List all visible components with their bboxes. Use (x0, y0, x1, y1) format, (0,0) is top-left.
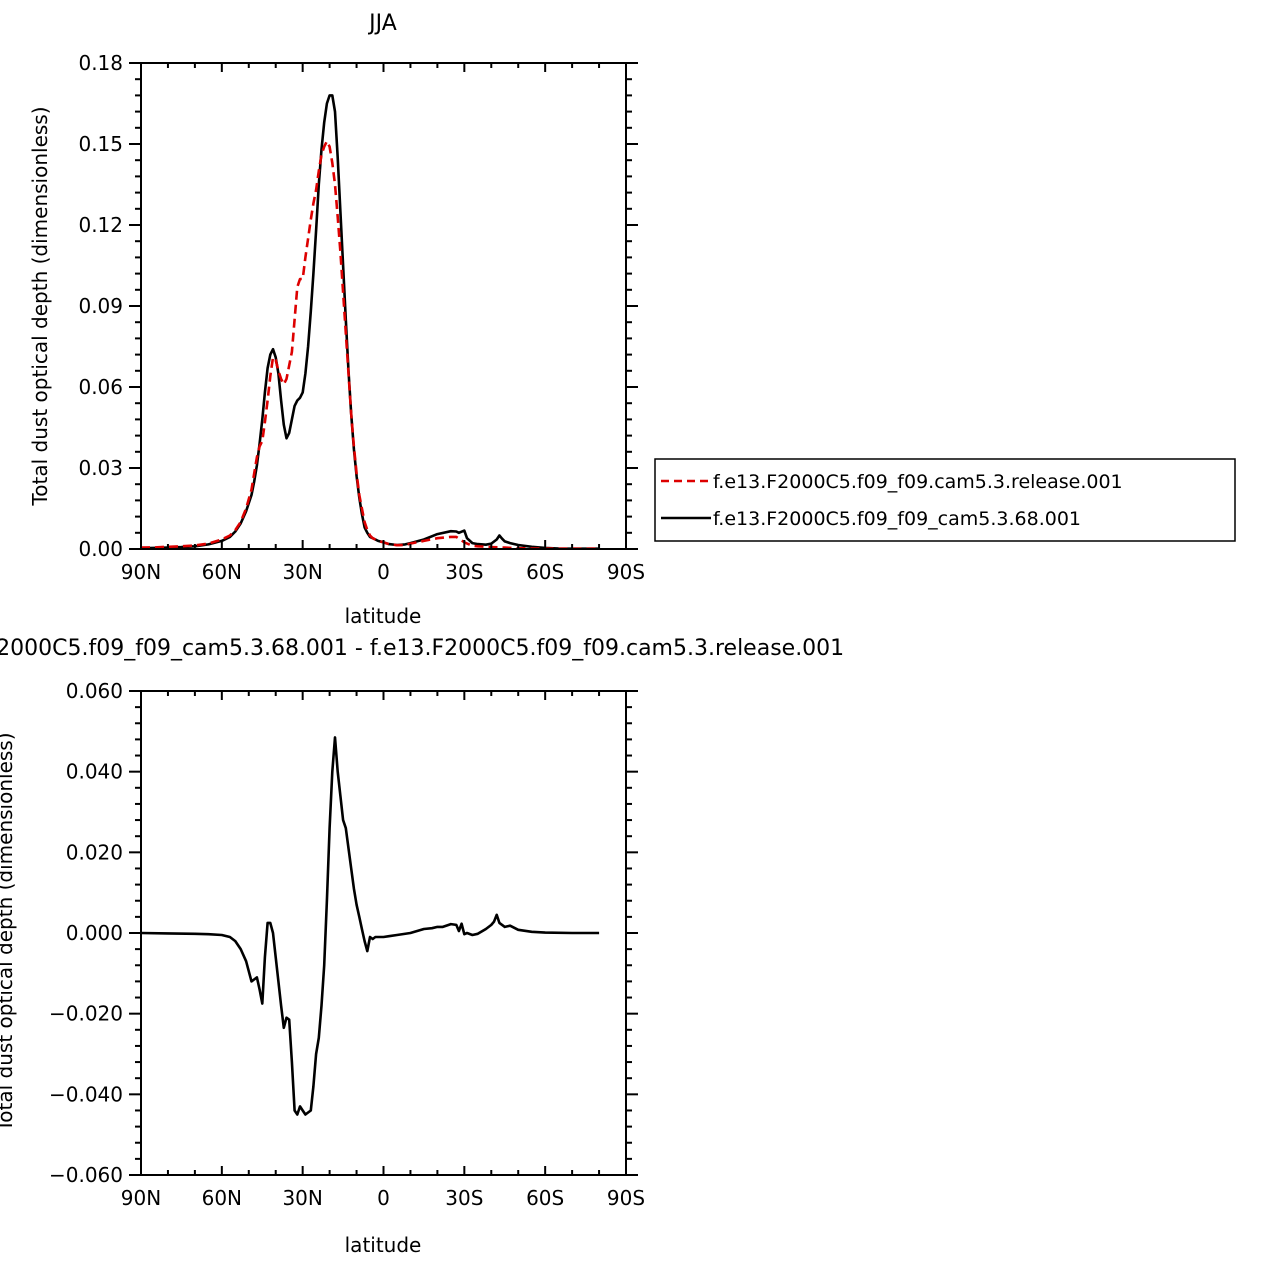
bottom-y-tick-label: 0.040 (66, 760, 123, 784)
bottom-plot-marks (140, 736, 600, 1116)
top-x-tick-label: 30S (445, 560, 483, 584)
bottom-y-tick-label: −0.040 (49, 1082, 123, 1106)
bottom-y-tick-label: 0.000 (66, 921, 123, 945)
top-plot-marks (140, 94, 600, 551)
legend: f.e13.F2000C5.f09_f09.cam5.3.release.001… (654, 458, 1236, 542)
top-x-tick-label: 90S (607, 560, 645, 584)
top-y-tick-label: 0.09 (78, 294, 123, 318)
top-axis-ticks: 90N 60N 30N 0 30S 60S 90S 0.00 0.03 0.06 0.09 0.12 0… (78, 51, 645, 584)
top-x-tick-label: 0 (377, 560, 390, 584)
legend-box (654, 458, 1236, 542)
bottom-series-line-0 (140, 736, 600, 1116)
bottom-y-tick-label: −0.020 (49, 1002, 123, 1026)
bottom-x-tick-label: 0 (377, 1186, 390, 1210)
legend-label-cam5-68: f.e13.F2000C5.f09_f09_cam5.3.68.001 (713, 508, 1081, 530)
top-chart-title: JJA (367, 11, 397, 36)
bottom-x-axis-label: latitude (345, 1233, 422, 1257)
bottom-axis-ticks: 90N 60N 30N 0 30S 60S 90S −0.060 −0.040 −0.020 0.0… (49, 679, 645, 1210)
top-y-tick-label: 0.18 (78, 51, 123, 75)
top-y-tick-label: 0.15 (78, 132, 123, 156)
bottom-y-tick-label: −0.060 (49, 1163, 123, 1187)
top-x-tick-label: 90N (121, 560, 161, 584)
bottom-y-tick-label: 0.020 (66, 840, 123, 864)
bottom-panel: f.e13.F2000C5.f09_f09_cam5.3.68.001 - f.… (0, 636, 844, 1257)
top-y-tick-label: 0.00 (78, 537, 123, 561)
bottom-x-tick-label: 90S (607, 1186, 645, 1210)
bottom-x-tick-label: 60N (202, 1186, 242, 1210)
bottom-x-tick-label: 90N (121, 1186, 161, 1210)
top-panel: JJA 90N 60N 30N 0 30S 60S 90S 0.00 0.03 0.06 0.09 0… (28, 11, 645, 628)
top-series-line-1 (140, 94, 600, 551)
top-plot-frame (140, 62, 627, 550)
top-y-tick-label: 0.12 (78, 213, 123, 237)
top-y-axis-label: Total dust optical depth (dimensionless) (28, 106, 52, 506)
top-x-axis-label: latitude (345, 604, 422, 628)
bottom-x-tick-label: 60S (526, 1186, 564, 1210)
top-x-tick-label: 60N (202, 560, 242, 584)
bottom-y-tick-label: 0.060 (66, 679, 123, 703)
top-x-tick-label: 30N (282, 560, 322, 584)
legend-label-release: f.e13.F2000C5.f09_f09.cam5.3.release.001 (713, 471, 1123, 493)
bottom-chart-title: f.e13.F2000C5.f09_f09_cam5.3.68.001 - f.… (0, 636, 844, 661)
top-x-tick-label: 60S (526, 560, 564, 584)
top-y-tick-label: 0.03 (78, 456, 123, 480)
bottom-y-axis-label: Total dust optical depth (dimensionless) (0, 732, 17, 1132)
bottom-x-tick-label: 30N (282, 1186, 322, 1210)
top-y-tick-label: 0.06 (78, 375, 123, 399)
top-series-line-0 (140, 140, 600, 551)
bottom-x-tick-label: 30S (445, 1186, 483, 1210)
